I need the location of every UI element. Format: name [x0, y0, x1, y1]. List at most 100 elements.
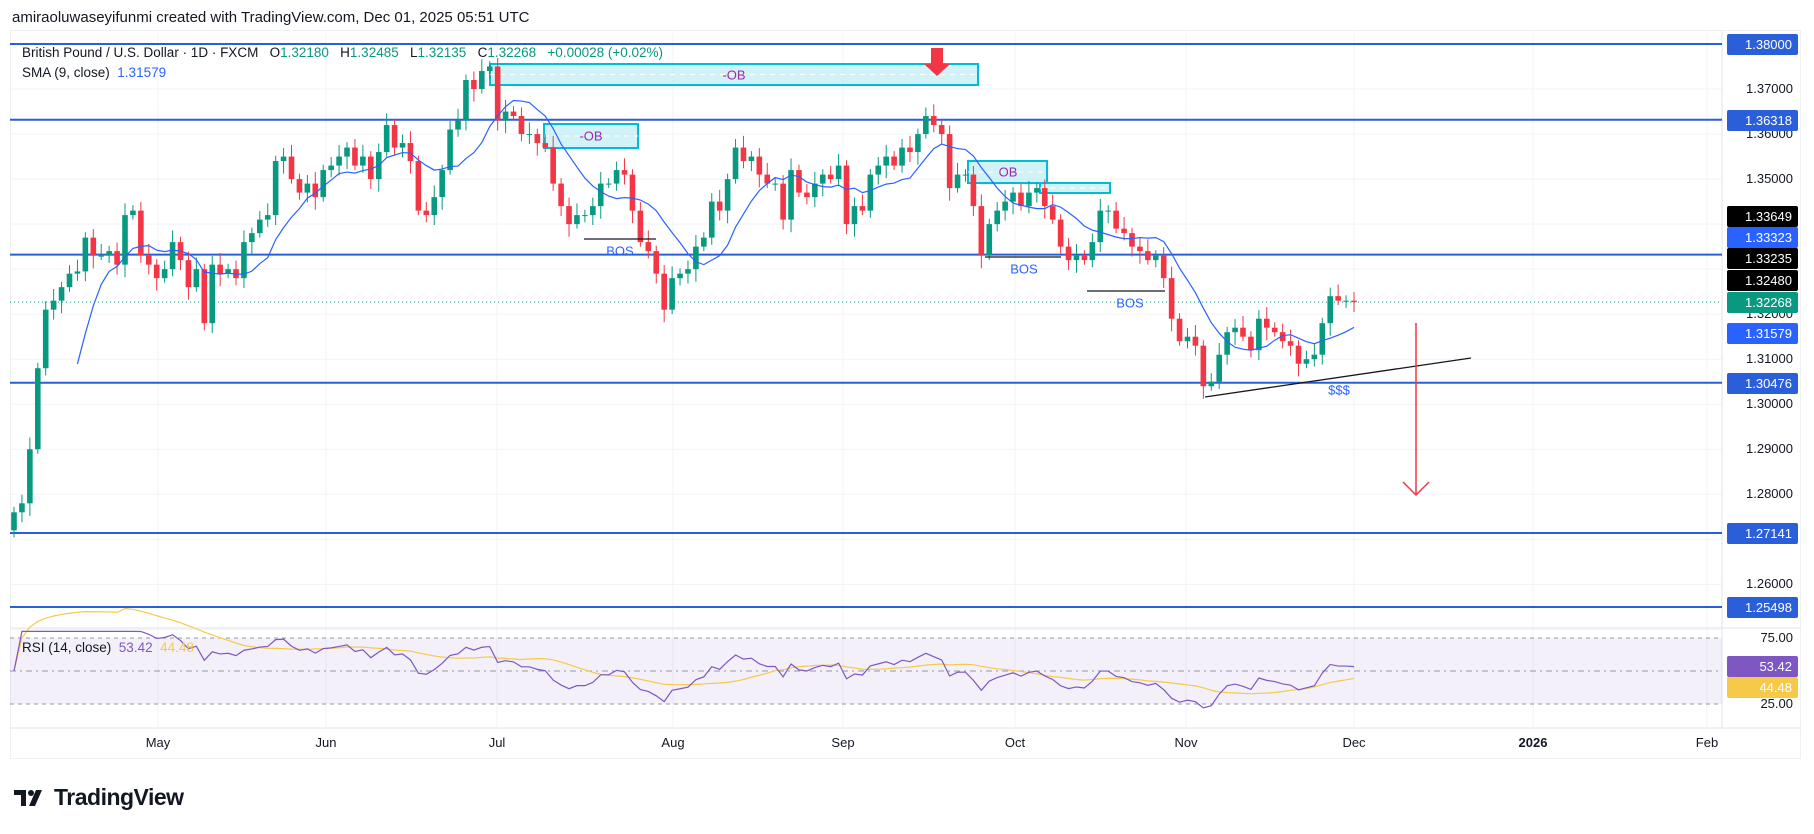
candle: [82, 237, 89, 272]
time-tick-label: Jun: [315, 735, 337, 750]
candle: [716, 201, 723, 211]
candle: [106, 251, 112, 256]
price-axis-label: 1.25498: [1727, 597, 1798, 618]
candle: [486, 66, 493, 72]
candle: [907, 147, 913, 153]
candle: [455, 120, 461, 130]
candle: [502, 111, 509, 121]
candle: [708, 201, 715, 238]
candle: [280, 156, 287, 162]
candle: [1263, 318, 1270, 328]
candle: [1137, 246, 1143, 252]
candle: [185, 260, 192, 288]
candle: [1121, 228, 1127, 234]
change-value: +0.00028 (+0.02%): [547, 45, 664, 60]
candle: [518, 116, 525, 135]
time-tick-label: Oct: [1004, 735, 1026, 750]
candle: [145, 255, 152, 265]
candle: [344, 147, 350, 157]
candle: [621, 170, 628, 175]
rsi-ma-value: 44.48: [160, 640, 194, 655]
time-tick-label: 2026: [1518, 735, 1548, 750]
candle: [978, 206, 985, 256]
candle: [756, 156, 763, 175]
candle: [1208, 381, 1215, 387]
candles: [11, 57, 1357, 538]
candle: [161, 269, 168, 279]
candle: [1105, 210, 1112, 212]
candle: [827, 174, 834, 180]
logo-text: TradingView: [54, 784, 184, 810]
candle: [66, 273, 73, 288]
candle: [1216, 354, 1223, 382]
rsi-pane: [10, 607, 1722, 709]
candle: [843, 165, 850, 225]
rsi-value: 53.42: [118, 640, 153, 655]
candle: [50, 300, 57, 310]
candle: [542, 143, 549, 148]
candle: [899, 147, 905, 166]
candle: [90, 237, 97, 256]
candle: [1303, 359, 1310, 364]
candle: [1160, 255, 1167, 279]
candle: [209, 264, 216, 324]
chart-credit: amiraoluwaseyifunmi created with Trading…: [12, 9, 530, 26]
open-value: 1.32180: [280, 45, 329, 60]
candle: [526, 134, 533, 136]
rsi-legend[interactable]: RSI (14, close) 53.42 44.48: [22, 640, 194, 655]
candle: [1192, 336, 1199, 346]
candle: [788, 170, 794, 220]
candle: [1081, 255, 1088, 261]
candle: [193, 269, 200, 288]
candle: [1057, 219, 1064, 247]
sma-label: SMA (9, close): [22, 65, 110, 80]
projection-arrow-head-icon: [1402, 481, 1430, 497]
candle: [930, 116, 937, 126]
candle: [954, 174, 961, 189]
price-axis-label: 1.32480: [1727, 270, 1798, 291]
order-block-box: [543, 123, 639, 149]
tradingview-logo-icon: [14, 789, 42, 806]
rsi-ma-line: [13, 607, 1355, 695]
candle: [605, 183, 612, 185]
candle: [1327, 296, 1334, 324]
candle: [970, 174, 977, 207]
candle: [772, 183, 778, 185]
time-tick-label: Jul: [488, 735, 506, 750]
candle: [336, 156, 342, 166]
candle: [58, 287, 65, 301]
tradingview-logo[interactable]: TradingView: [14, 784, 184, 811]
candle: [1279, 332, 1286, 342]
time-tick-label: May: [145, 735, 171, 750]
ob-label: OB: [998, 164, 1018, 180]
time-tick-label: Dec: [1342, 735, 1366, 750]
candle: [407, 143, 414, 162]
price-axis-label: 1.33323: [1727, 227, 1798, 248]
symbol-name[interactable]: British Pound / U.S. Dollar · 1D · FXCM: [22, 45, 259, 60]
candle: [1002, 201, 1008, 211]
candle: [114, 251, 120, 265]
candle: [1184, 336, 1191, 342]
candle: [272, 161, 279, 216]
price-tick-label: 1.31000: [1746, 351, 1793, 367]
candle: [471, 80, 477, 90]
horizontal-levels: [10, 43, 1722, 608]
open-label: O: [269, 45, 281, 60]
candle: [352, 147, 358, 166]
candle: [780, 183, 786, 220]
candle: [653, 251, 660, 274]
candle: [1248, 336, 1254, 351]
candle: [98, 255, 105, 257]
candle: [946, 134, 953, 189]
candle: [312, 183, 319, 198]
candle: [851, 206, 858, 225]
sma-legend[interactable]: SMA (9, close) 1.31579: [22, 65, 166, 80]
candle: [1295, 345, 1302, 364]
price-axis-label: 1.36318: [1727, 110, 1798, 131]
candle: [1311, 354, 1318, 360]
candle: [122, 215, 128, 265]
candle: [1256, 318, 1262, 351]
high-value: 1.32485: [349, 45, 399, 60]
chart-frame[interactable]: [10, 30, 1801, 759]
